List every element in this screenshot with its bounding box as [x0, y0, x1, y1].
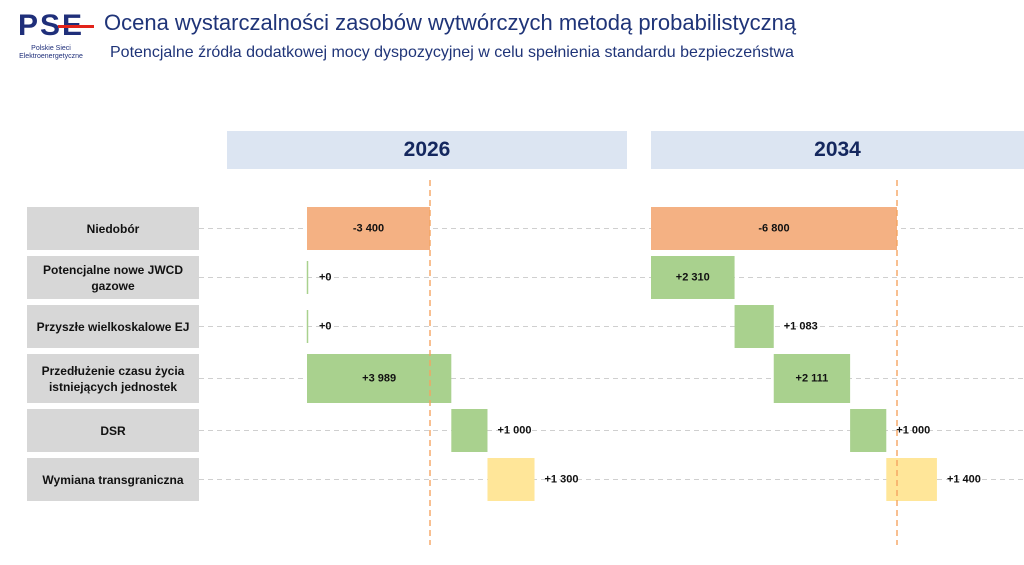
bar: [850, 409, 887, 452]
logo-accent-stripe: [58, 25, 94, 28]
bar: [451, 409, 488, 452]
bar-value-label: +0: [319, 320, 332, 332]
bar: [651, 207, 897, 250]
bar-value-label: +2 310: [676, 271, 710, 283]
bar-value-label: +2 111: [796, 372, 829, 384]
logo-subtitle-line2: Elektroenergetyczne: [19, 53, 83, 60]
bar-value-label: +1 083: [784, 320, 818, 332]
bar: [734, 305, 774, 348]
bar: [773, 354, 851, 403]
row-label-przedluzenie: Przedłużenie czasu życia istniejących je…: [27, 354, 199, 403]
bar-value-label: +0: [319, 271, 332, 283]
bar-value-label: +1 000: [497, 424, 531, 436]
bar-value-label: -6 800: [758, 222, 789, 234]
bar: [886, 458, 937, 501]
bar: [487, 458, 535, 501]
bar-value-label: +1 400: [947, 473, 981, 485]
bar-value-label: +1 000: [896, 424, 930, 436]
row-label-jwcd-gazowe: Potencjalne nowe JWCD gazowe: [27, 256, 199, 299]
logo-subtitle-line1: Polskie Sieci: [31, 45, 71, 52]
year-header-2034: 2034: [651, 131, 1024, 169]
row-label-wymiana: Wymiana transgraniczna: [27, 458, 199, 501]
row-label-ej: Przyszłe wielkoskalowe EJ: [27, 305, 199, 348]
bar-value-label: +1 300: [545, 473, 579, 485]
pse-logo: PSE Polskie Sieci Elektroenergetyczne: [8, 8, 94, 64]
row-label-niedobor: Niedobór: [27, 207, 199, 250]
row-label-dsr: DSR: [27, 409, 199, 452]
bar-value-label: -3 400: [353, 222, 384, 234]
page-subtitle: Potencjalne źródła dodatkowej mocy dyspo…: [110, 44, 794, 61]
bar: [307, 354, 452, 403]
year-header-2026: 2026: [227, 131, 627, 169]
bar-value-label: +3 989: [362, 372, 396, 384]
bar: [307, 207, 430, 250]
bar: [651, 256, 735, 299]
page-title: Ocena wystarczalności zasobów wytwórczyc…: [104, 10, 797, 35]
